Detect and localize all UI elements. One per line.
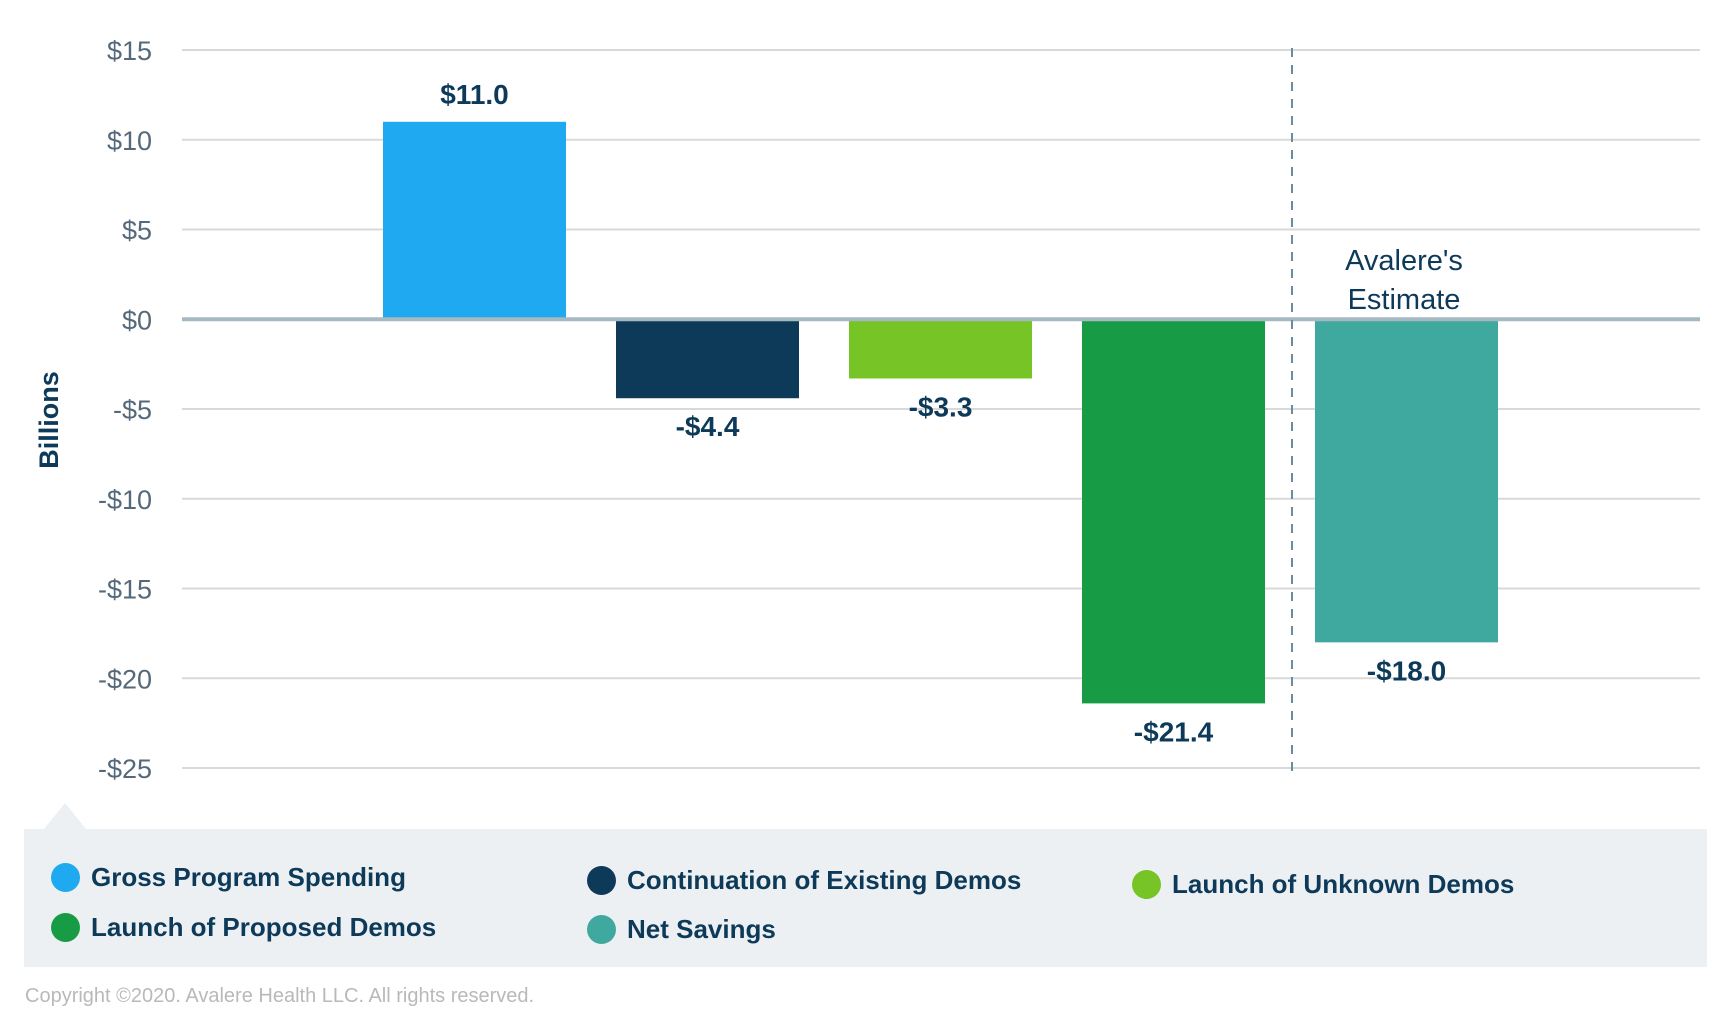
legend-item-launch-unknown-demos: Launch of Unknown Demos bbox=[1132, 869, 1514, 900]
legend-dot-icon bbox=[1132, 870, 1161, 899]
legend-pointer bbox=[44, 803, 86, 829]
legend-label: Net Savings bbox=[627, 914, 776, 944]
legend-item-continuation-existing-demos: Continuation of Existing Demos bbox=[587, 865, 1021, 896]
data-label: $11.0 bbox=[440, 79, 509, 110]
y-tick-label: $10 bbox=[107, 126, 152, 156]
data-label: -$18.0 bbox=[1367, 655, 1446, 686]
legend-item-net-savings: Net Savings bbox=[587, 914, 776, 945]
y-tick-label: $15 bbox=[107, 36, 152, 66]
y-tick-label: $5 bbox=[122, 216, 152, 246]
annotation-line2: Estimate bbox=[1348, 284, 1461, 316]
y-tick-label: -$15 bbox=[98, 575, 152, 605]
legend-label: Launch of Proposed Demos bbox=[91, 912, 437, 942]
legend: Gross Program Spending Continuation of E… bbox=[24, 829, 1707, 967]
bar-3 bbox=[1082, 319, 1265, 704]
legend-label: Launch of Unknown Demos bbox=[1172, 869, 1515, 899]
legend-label: Gross Program Spending bbox=[91, 862, 406, 892]
y-tick-label: $0 bbox=[122, 305, 152, 335]
legend-dot-icon bbox=[51, 913, 80, 942]
legend-dot-icon bbox=[587, 915, 616, 944]
legend-dot-icon bbox=[587, 866, 616, 895]
copyright: Copyright ©2020. Avalere Health LLC. All… bbox=[25, 985, 535, 1007]
data-label: -$21.4 bbox=[1134, 716, 1214, 747]
annotation-line1: Avalere's bbox=[1345, 245, 1463, 277]
bar-2 bbox=[849, 319, 1032, 379]
data-label: -$4.4 bbox=[676, 411, 740, 442]
bar-4 bbox=[1315, 319, 1498, 643]
bar-0 bbox=[383, 121, 566, 320]
y-tick-label: -$20 bbox=[98, 664, 152, 694]
y-tick-label: -$25 bbox=[98, 754, 152, 784]
legend-label: Continuation of Existing Demos bbox=[627, 865, 1022, 895]
legend-dot-icon bbox=[51, 863, 80, 892]
y-tick-label: -$5 bbox=[113, 395, 152, 425]
bar-1 bbox=[616, 319, 799, 399]
y-tick-label: -$10 bbox=[98, 485, 152, 515]
data-label: -$3.3 bbox=[909, 391, 973, 422]
legend-item-launch-proposed-demos: Launch of Proposed Demos bbox=[51, 912, 436, 943]
y-axis-label: Billions bbox=[34, 371, 64, 469]
legend-item-gross-program-spending: Gross Program Spending bbox=[51, 862, 406, 893]
